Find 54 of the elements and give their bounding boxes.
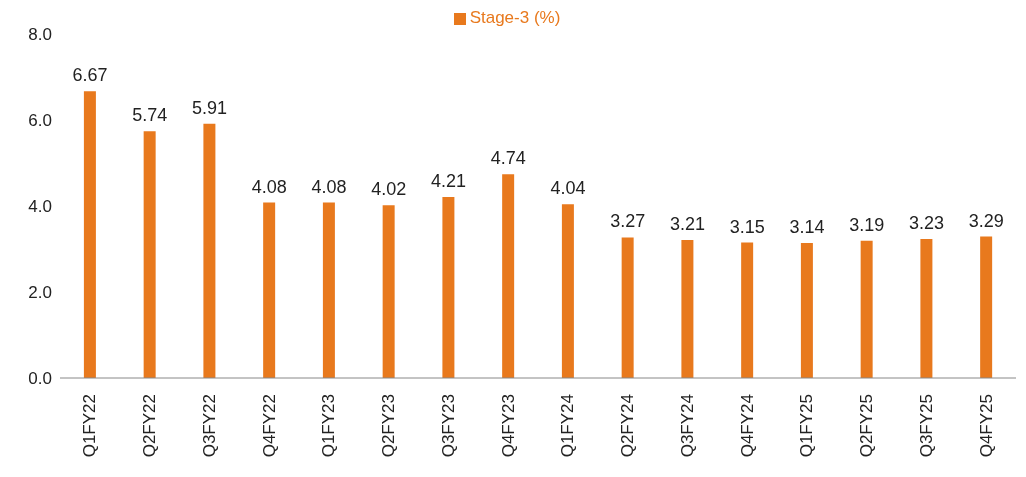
- x-tick-label: Q2FY23: [379, 394, 399, 458]
- x-tick-label: Q2FY25: [857, 394, 877, 458]
- x-tick-label: Q2FY24: [618, 394, 638, 458]
- bar: [561, 204, 574, 378]
- bar: [681, 239, 694, 378]
- data-label: 5.74: [132, 105, 168, 126]
- data-label: 3.23: [908, 213, 944, 234]
- x-tick-label: Q3FY24: [677, 394, 697, 458]
- legend-label: Stage-3 (%): [469, 8, 561, 27]
- data-label: 6.67: [72, 65, 108, 86]
- bar: [860, 240, 873, 378]
- data-label: 3.19: [849, 214, 885, 235]
- x-tick-label: Q1FY24: [558, 394, 578, 458]
- data-label: 4.02: [371, 179, 407, 200]
- y-tick-label: 8.0: [28, 25, 52, 45]
- data-label: 4.74: [490, 148, 526, 169]
- y-tick-label: 2.0: [28, 283, 52, 303]
- data-label: 3.29: [968, 210, 1004, 231]
- bar: [502, 174, 515, 378]
- data-label: 3.21: [669, 213, 705, 234]
- data-label: 3.15: [729, 216, 765, 237]
- bar: [203, 123, 216, 378]
- data-label: 4.21: [430, 170, 466, 191]
- bar: [83, 91, 96, 378]
- data-label: 4.08: [251, 176, 287, 197]
- x-tick-label: Q3FY22: [199, 394, 219, 458]
- bar: [263, 202, 276, 378]
- y-tick-label: 0.0: [28, 369, 52, 389]
- bar: [382, 205, 395, 378]
- data-label: 4.08: [311, 176, 347, 197]
- data-label: 4.04: [550, 178, 586, 199]
- data-label: 5.91: [191, 97, 227, 118]
- bar: [143, 131, 156, 378]
- bar: [621, 237, 634, 378]
- y-tick-label: 4.0: [28, 197, 52, 217]
- x-tick-label: Q4FY25: [976, 394, 996, 458]
- x-tick-label: Q4FY23: [498, 394, 518, 458]
- bar: [800, 242, 813, 378]
- data-label: 3.14: [789, 216, 825, 237]
- y-tick-label: 6.0: [28, 111, 52, 131]
- x-tick-label: Q1FY22: [80, 394, 100, 458]
- x-tick-label: Q2FY22: [140, 394, 160, 458]
- data-label: 3.27: [610, 211, 646, 232]
- bar: [741, 242, 754, 378]
- bar: [920, 239, 933, 378]
- x-tick-label: Q1FY25: [797, 394, 817, 458]
- x-tick-label: Q3FY23: [438, 394, 458, 458]
- bar: [980, 236, 993, 378]
- x-tick-label: Q4FY24: [737, 394, 757, 458]
- bar: [322, 202, 335, 378]
- x-tick-label: Q3FY25: [916, 394, 936, 458]
- x-tick-label: Q1FY23: [319, 394, 339, 458]
- bar: [442, 196, 455, 378]
- x-tick-label: Q4FY22: [259, 394, 279, 458]
